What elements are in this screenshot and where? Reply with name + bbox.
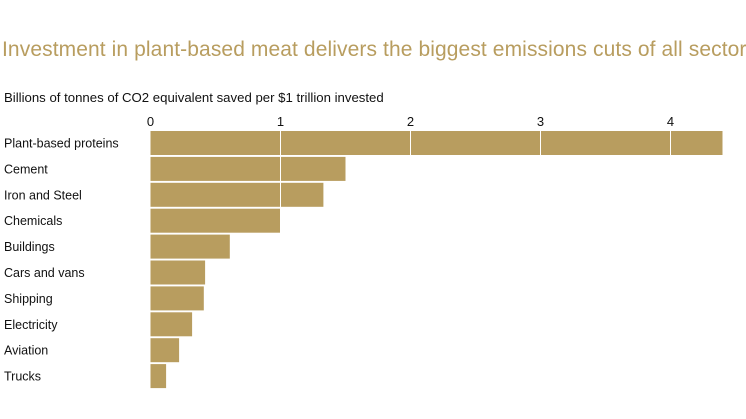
category-label: Plant-based proteins xyxy=(4,137,119,151)
chart-title: Investment in plant-based meat delivers … xyxy=(2,38,746,61)
x-tick-label: 0 xyxy=(147,114,154,129)
category-label: Buildings xyxy=(4,240,55,254)
bar-chemicals xyxy=(150,208,281,233)
x-tick-label: 4 xyxy=(667,114,674,129)
x-tick-label: 2 xyxy=(407,114,414,129)
category-label: Cars and vans xyxy=(4,266,85,280)
category-label: Electricity xyxy=(4,318,58,332)
x-tick-label: 3 xyxy=(537,114,544,129)
bar-aviation xyxy=(150,338,180,363)
category-label: Shipping xyxy=(4,292,53,306)
bar-electricity xyxy=(150,312,193,337)
bar-cement xyxy=(150,156,346,181)
category-label: Aviation xyxy=(4,344,48,358)
x-tick-label: 1 xyxy=(277,114,284,129)
category-label: Trucks xyxy=(4,370,41,384)
category-label: Cement xyxy=(4,162,48,176)
bar-cars-and-vans xyxy=(150,260,206,285)
bar-buildings xyxy=(150,234,230,259)
x-axis-ticks: 0 1 2 3 4 xyxy=(147,114,674,129)
category-label: Chemicals xyxy=(4,214,62,228)
chart-subtitle: Billions of tonnes of CO2 equivalent sav… xyxy=(4,90,384,105)
bar-plant-based-proteins xyxy=(150,131,723,155)
category-labels: Plant-based proteins Cement Iron and Steel… xyxy=(4,137,119,384)
bar-trucks xyxy=(150,364,167,389)
gridlines xyxy=(280,130,671,390)
bars xyxy=(150,131,723,389)
bar-iron-and-steel xyxy=(150,182,324,207)
category-label: Iron and Steel xyxy=(4,188,82,202)
bar-shipping xyxy=(150,286,204,311)
